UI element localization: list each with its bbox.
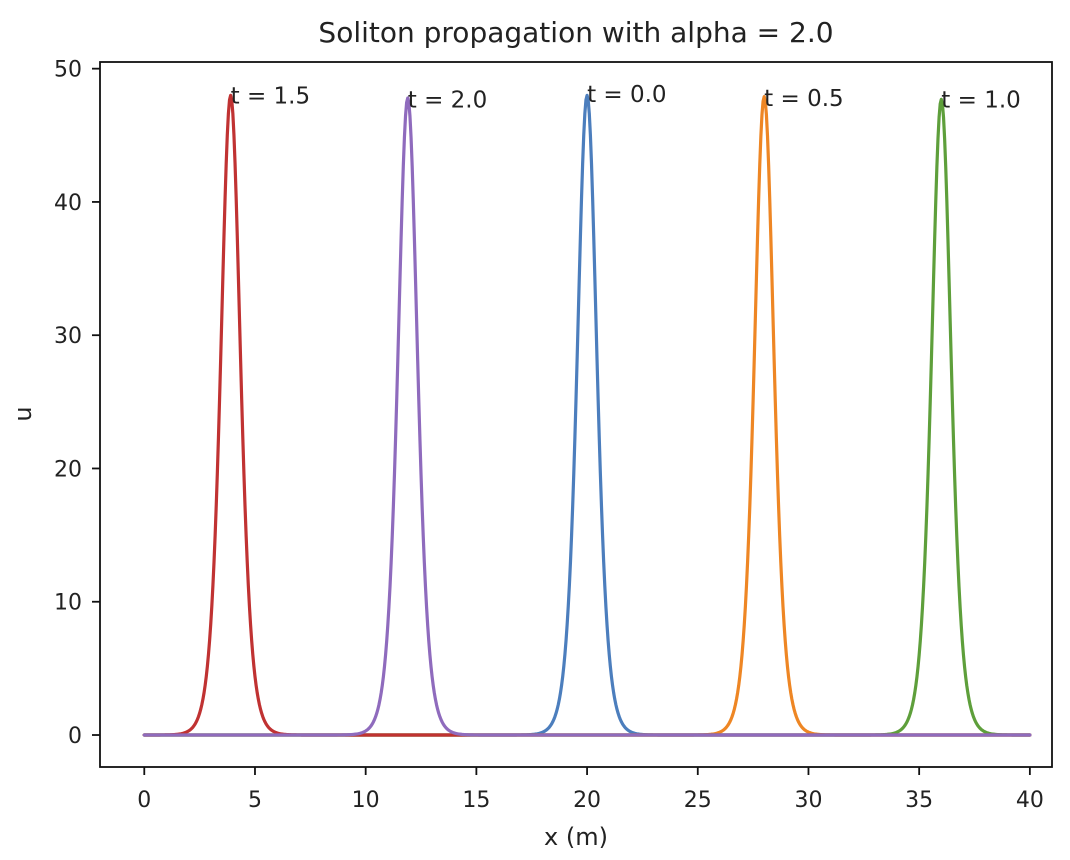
y-tick-label: 20 — [54, 457, 82, 482]
y-axis: 0 10 20 30 40 50 — [54, 58, 100, 749]
series-annotation: t = 2.0 — [408, 87, 488, 113]
series-line — [142, 96, 1032, 737]
x-tick-label: 15 — [462, 788, 490, 813]
y-tick-label: 0 — [68, 724, 82, 749]
x-tick-label: 0 — [137, 788, 151, 813]
y-tick-label: 30 — [54, 324, 82, 349]
series-line — [142, 97, 1032, 737]
x-tick-label: 35 — [905, 788, 933, 813]
y-tick-label: 10 — [54, 591, 82, 616]
y-tick-label: 40 — [54, 191, 82, 216]
series-line — [142, 93, 1032, 737]
y-tick-label: 50 — [54, 58, 82, 83]
series-annotation: t = 0.5 — [764, 86, 844, 112]
series-group — [142, 93, 1032, 737]
x-axis-label: x (m) — [544, 823, 608, 851]
x-tick-label: 5 — [248, 788, 262, 813]
series-annotation: t = 0.0 — [587, 82, 667, 108]
x-tick-label: 40 — [1016, 788, 1044, 813]
chart-title: Soliton propagation with alpha = 2.0 — [318, 16, 833, 49]
x-tick-label: 10 — [352, 788, 380, 813]
series-line — [142, 93, 1032, 737]
series-annotation: t = 1.0 — [941, 87, 1021, 113]
plot-frame — [99, 61, 1053, 768]
y-axis-label: u — [9, 406, 37, 421]
annotation-group: t = 0.0 t = 0.5 t = 1.0 t = 1.5 t = 2.0 — [231, 82, 1021, 113]
x-axis: 0 5 10 15 20 25 30 35 40 — [137, 767, 1044, 813]
x-tick-label: 25 — [684, 788, 712, 813]
x-tick-label: 20 — [573, 788, 601, 813]
series-line — [142, 95, 1032, 737]
x-tick-label: 30 — [794, 788, 822, 813]
series-annotation: t = 1.5 — [231, 83, 311, 109]
